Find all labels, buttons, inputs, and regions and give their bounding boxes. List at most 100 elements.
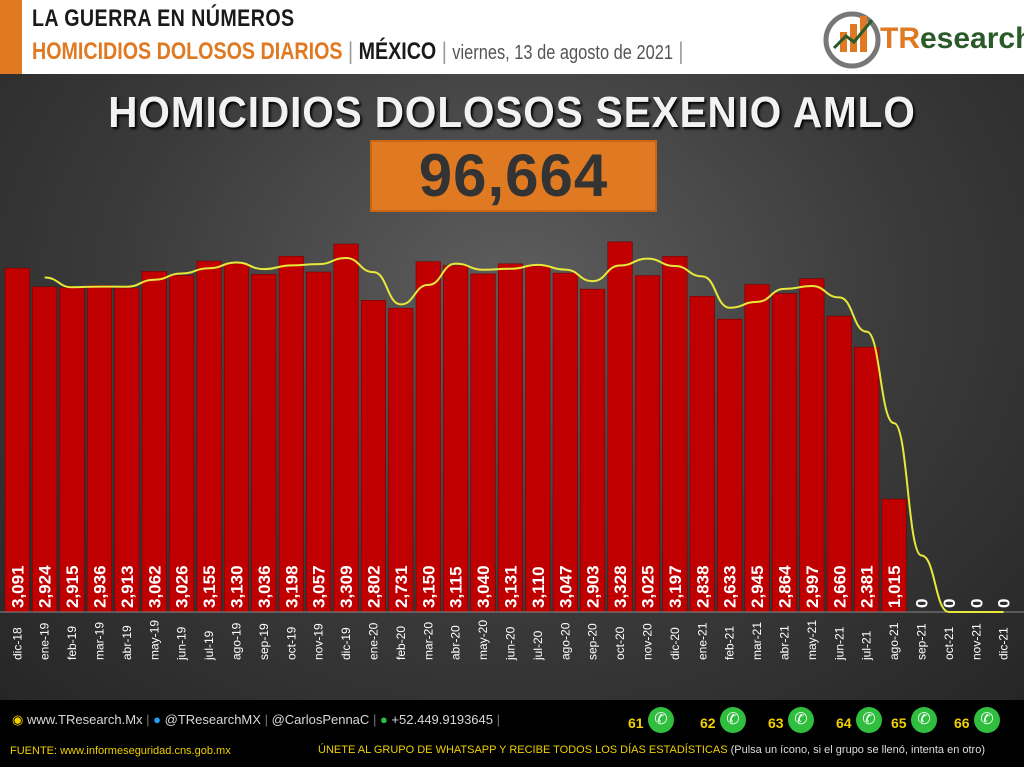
whatsapp-cta: ÚNETE AL GRUPO DE WHATSAPP Y RECIBE TODO… <box>318 744 985 756</box>
whatsapp-icon[interactable]: ✆ <box>856 707 882 733</box>
logo-bar <box>840 32 847 52</box>
subtitle-date: viernes, 13 de agosto de 2021 <box>452 42 673 64</box>
data-label: 2,945 <box>748 565 767 608</box>
category-label: jul-19 <box>202 630 216 661</box>
data-label: 3,047 <box>556 565 575 608</box>
separator: | <box>678 38 684 65</box>
bar <box>4 267 30 613</box>
data-label: 3,150 <box>419 565 438 608</box>
data-label: 2,802 <box>364 565 383 608</box>
whatsapp-group-65[interactable]: 65 ✆ <box>891 707 941 733</box>
website-link[interactable]: www.TResearch.Mx <box>26 712 143 727</box>
category-label: jun-21 <box>832 626 846 661</box>
author-handle[interactable]: @CarlosPennaC <box>271 712 370 727</box>
whatsapp-group-61[interactable]: 61 ✆ <box>628 707 678 733</box>
phone-number[interactable]: +52.449.9193645 <box>391 712 493 727</box>
bar <box>333 243 359 613</box>
data-label: 3,198 <box>282 565 301 608</box>
category-label: may-21 <box>805 620 819 660</box>
data-label: 0 <box>912 599 931 608</box>
category-label: feb-20 <box>394 626 408 660</box>
category-label: jul-20 <box>531 630 545 661</box>
bar <box>717 318 743 613</box>
data-label: 2,936 <box>90 565 109 608</box>
source-note: FUENTE: www.informeseguridad.cns.gob.mx <box>10 745 231 757</box>
bar <box>114 287 140 613</box>
whatsapp-group-63[interactable]: 63 ✆ <box>768 707 818 733</box>
whatsapp-group-64[interactable]: 64 ✆ <box>836 707 886 733</box>
data-label: 3,025 <box>638 565 657 608</box>
bar-chart: 3,091 dic-18 2,924 ene-19 2,915 feb-19 2,936 ma… <box>0 241 1024 661</box>
data-label: 2,660 <box>830 565 849 608</box>
data-label: 2,381 <box>858 565 877 608</box>
category-label: sep-21 <box>914 623 928 660</box>
whatsapp-icon[interactable]: ✆ <box>720 707 746 733</box>
logo-bar <box>860 16 867 52</box>
data-label: 0 <box>940 599 959 608</box>
category-label: may-20 <box>476 620 490 660</box>
logo-bar <box>850 24 857 52</box>
bar <box>881 498 907 613</box>
category-label: feb-21 <box>723 626 737 660</box>
category-label: dic-21 <box>997 627 1011 660</box>
whatsapp-group-number: 63 <box>768 715 784 731</box>
category-label: jul-21 <box>860 630 874 661</box>
whatsapp-icon[interactable]: ✆ <box>911 707 937 733</box>
category-label: jun-19 <box>175 626 189 661</box>
category-label: abr-19 <box>120 625 134 660</box>
category-label: sep-20 <box>586 623 600 660</box>
bar <box>388 307 414 613</box>
bar <box>59 287 85 613</box>
data-label: 2,864 <box>775 565 794 608</box>
bar <box>141 271 167 613</box>
bar <box>86 285 112 613</box>
category-label: nov-19 <box>312 623 326 660</box>
category-label: ago-19 <box>229 622 243 660</box>
bar <box>634 275 661 613</box>
bar <box>360 300 387 613</box>
category-label: nov-21 <box>969 623 983 660</box>
trend-line <box>44 257 1004 613</box>
whatsapp-group-number: 64 <box>836 715 852 731</box>
data-label: 2,903 <box>584 565 603 608</box>
bar <box>32 286 58 613</box>
whatsapp-icon[interactable]: ✆ <box>788 707 814 733</box>
category-label: mar-21 <box>750 622 764 660</box>
category-label: feb-19 <box>65 626 79 660</box>
whatsapp-icon[interactable]: ✆ <box>648 707 674 733</box>
category-label: oct-21 <box>942 626 956 660</box>
category-label: ene-20 <box>366 622 380 660</box>
category-label: mar-19 <box>92 622 106 660</box>
category-label: ago-20 <box>558 622 572 660</box>
category-label: ene-19 <box>38 622 52 660</box>
twitter-icon[interactable]: ● <box>153 712 162 727</box>
header-title: LA GUERRA EN NÚMEROS <box>32 5 295 32</box>
twitter-handle[interactable]: @TResearchMX <box>164 712 261 727</box>
category-label: dic-19 <box>339 627 353 660</box>
logo-trend <box>832 19 874 50</box>
bar <box>525 265 551 613</box>
data-label: 0 <box>967 599 986 608</box>
bar <box>169 275 195 613</box>
data-label: 2,633 <box>721 565 740 608</box>
data-label: 3,062 <box>145 565 164 608</box>
bar <box>443 265 469 613</box>
subtitle-region: MÉXICO <box>358 38 437 65</box>
whatsapp-icon[interactable]: ✆ <box>974 707 1000 733</box>
whatsapp-group-62[interactable]: 62 ✆ <box>700 707 750 733</box>
data-label: 3,036 <box>255 565 274 608</box>
data-label: 2,924 <box>36 565 55 608</box>
bar <box>278 256 304 613</box>
whatsapp-group-66[interactable]: 66 ✆ <box>954 707 1004 733</box>
category-label: ago-21 <box>887 622 901 660</box>
footer: ◉ www.TResearch.Mx | ● @TResearchMX | @C… <box>0 700 1024 767</box>
header-subtitle: HOMICIDIOS DOLOSOS DIARIOS | MÉXICO | vi… <box>32 38 684 66</box>
chart-title: HOMICIDIOS DOLOSOS SEXENIO AMLO <box>108 88 916 137</box>
category-label: ene-21 <box>695 622 709 660</box>
data-label: 3,131 <box>501 565 520 608</box>
bar <box>223 263 249 613</box>
bar <box>854 346 880 613</box>
bar <box>799 278 825 613</box>
separator: | <box>348 38 354 65</box>
bar <box>497 263 524 613</box>
